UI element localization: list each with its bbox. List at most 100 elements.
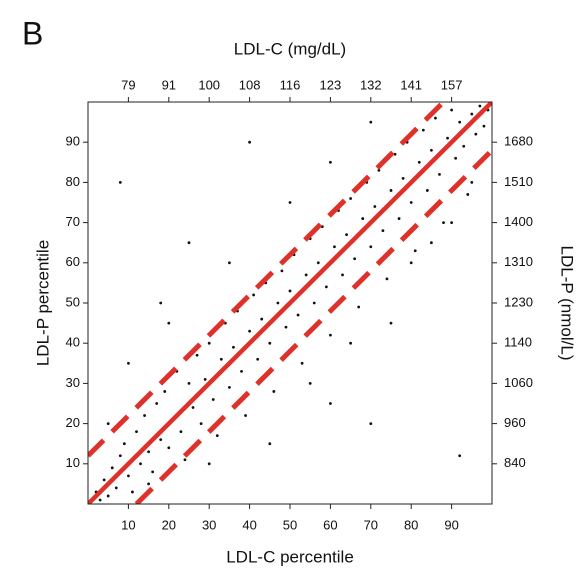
x2-tick-label: 91 [162, 77, 176, 92]
point [357, 305, 361, 309]
y2-tick-label: 840 [504, 455, 526, 470]
point [187, 241, 191, 245]
y2-tick-label: 1510 [504, 174, 533, 189]
x-tick-label: 10 [121, 517, 135, 532]
point [203, 377, 207, 381]
point [413, 249, 417, 253]
point [470, 112, 474, 116]
x2-tick-label: 100 [198, 77, 220, 92]
point [215, 434, 219, 438]
point [98, 498, 102, 502]
point [458, 454, 462, 458]
point [316, 261, 320, 265]
reference-lines [88, 102, 492, 504]
point [373, 205, 377, 208]
point [284, 325, 288, 329]
point [434, 116, 437, 120]
point [385, 277, 389, 281]
point [333, 245, 336, 249]
point [179, 430, 183, 434]
point [304, 273, 308, 277]
y2-axis-title: LDL-P (nmol/L) [558, 246, 577, 361]
y-tick-label: 80 [66, 174, 80, 189]
point [155, 402, 159, 405]
point [106, 422, 110, 425]
point [276, 301, 280, 305]
point [409, 201, 413, 204]
point [329, 333, 332, 337]
y-axis-title: LDL-P percentile [33, 240, 52, 366]
point [191, 406, 195, 409]
point [268, 442, 272, 446]
point [438, 172, 441, 176]
y2-tick-label: 1310 [504, 254, 533, 269]
point [114, 486, 118, 490]
point [118, 181, 122, 184]
y-tick-label: 40 [66, 335, 80, 350]
point [268, 341, 272, 345]
point [353, 257, 357, 261]
y-tick-label: 10 [66, 455, 80, 470]
point [345, 233, 348, 237]
point [118, 454, 122, 458]
y-tick-label: 90 [66, 134, 80, 149]
point [151, 470, 155, 474]
point [474, 132, 478, 136]
point [329, 160, 332, 164]
point [288, 289, 292, 293]
point [409, 261, 413, 265]
x-axis-title: LDL-C percentile [226, 547, 354, 566]
point [126, 361, 130, 365]
point [167, 321, 171, 325]
point [329, 402, 332, 405]
point [159, 438, 163, 442]
point [361, 217, 365, 220]
point [240, 369, 243, 373]
x-tick-label: 60 [323, 517, 337, 532]
point [106, 494, 110, 498]
point [430, 148, 433, 152]
x2-tick-label: 132 [360, 77, 382, 92]
point [381, 229, 385, 233]
point [458, 120, 462, 124]
point [430, 241, 433, 245]
point [401, 176, 405, 180]
y2-tick-label: 1140 [504, 335, 532, 350]
point [232, 345, 235, 349]
point [300, 361, 304, 365]
point [454, 156, 458, 160]
point [425, 189, 429, 192]
point [248, 329, 252, 333]
point [341, 273, 344, 277]
point [377, 168, 381, 172]
point [389, 321, 393, 325]
point [260, 317, 264, 321]
point [228, 386, 231, 389]
y2-tick-label: 1230 [504, 294, 533, 309]
point [147, 482, 151, 486]
x2-tick-label: 79 [121, 77, 135, 92]
point [143, 414, 146, 417]
point [207, 462, 211, 466]
y2-tick-label: 1400 [504, 214, 533, 229]
point [126, 474, 130, 478]
point [417, 160, 421, 164]
point [131, 490, 134, 494]
x-tick-label: 70 [364, 517, 378, 532]
y2-tick-label: 1680 [504, 134, 533, 149]
point [296, 313, 300, 317]
x2-axis-title: LDL-C (mg/dL) [234, 39, 346, 58]
point [462, 144, 466, 148]
point [199, 422, 203, 425]
point [389, 189, 393, 192]
point [442, 221, 445, 225]
point [248, 140, 252, 144]
y2-tick-label: 960 [504, 415, 526, 430]
point [187, 382, 191, 385]
x2-tick-label: 116 [280, 77, 301, 92]
x-tick-label: 50 [283, 517, 297, 532]
point [256, 357, 260, 361]
point [211, 398, 215, 401]
y-tick-label: 50 [66, 294, 80, 309]
x-tick-label: 20 [162, 517, 176, 532]
